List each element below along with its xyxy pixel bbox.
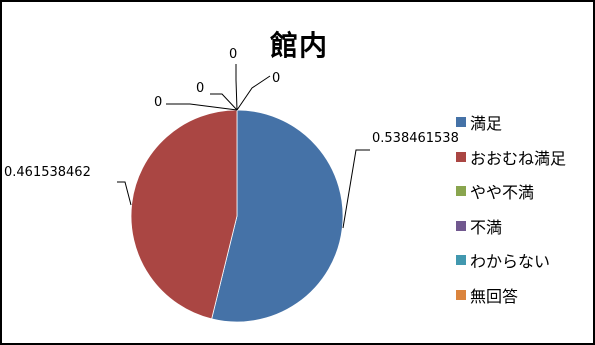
data-label-5: 0 (154, 95, 162, 110)
legend-item-1: おおむね満足 (456, 146, 566, 168)
leader-line-4 (210, 93, 238, 111)
legend-label-1: おおむね満足 (470, 149, 567, 168)
leader-line-3 (235, 64, 238, 111)
leader-line-1 (117, 181, 132, 206)
legend-swatch-0 (456, 117, 466, 127)
legend-swatch-2 (456, 186, 466, 196)
legend-label-0: 満足 (470, 114, 503, 133)
data-label-3: 0 (229, 47, 237, 62)
data-label-4: 0 (196, 81, 204, 96)
legend-swatch-4 (456, 255, 466, 265)
legend-swatch-5 (456, 290, 466, 300)
legend-label-2: やや不満 (470, 183, 535, 202)
pie-slice-1 (130, 109, 238, 320)
data-label-1: 0.461538462 (4, 165, 91, 180)
data-label-2: 0 (272, 71, 280, 86)
legend-item-4: わからない (456, 249, 550, 271)
chart-title: 館内 (270, 29, 329, 62)
leader-line-0 (342, 149, 370, 229)
data-label-0: 0.538461538 (372, 131, 459, 146)
legend-label-3: 不満 (470, 218, 503, 237)
legend-item-5: 無回答 (456, 284, 518, 306)
leader-line-5 (166, 103, 238, 111)
legend-item-3: 不満 (456, 215, 502, 237)
legend-item-0: 満足 (456, 111, 502, 133)
legend-item-2: やや不満 (456, 180, 534, 202)
pie-slice-0 (211, 109, 344, 323)
legend-swatch-1 (456, 152, 466, 162)
legend-label-5: 無回答 (470, 287, 519, 306)
legend-label-4: わからない (470, 252, 551, 271)
leader-line-2 (236, 75, 271, 111)
legend-swatch-3 (456, 221, 466, 231)
